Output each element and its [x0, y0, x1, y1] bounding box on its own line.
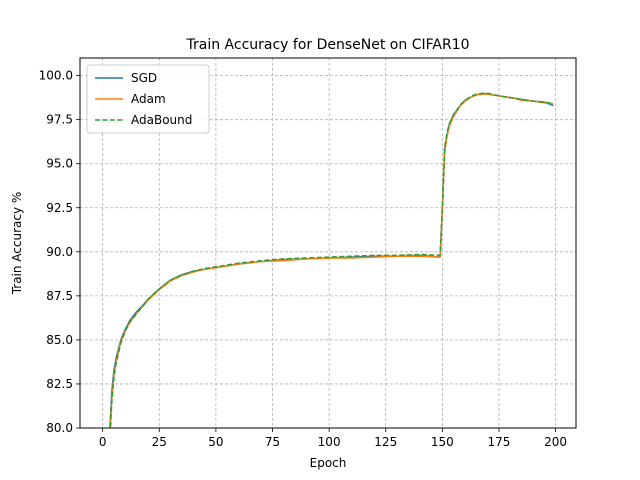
chart-title: Train Accuracy for DenseNet on CIFAR10 [186, 37, 470, 53]
y-tick-label: 82.5 [46, 377, 73, 391]
y-tick-label: 87.5 [46, 289, 73, 303]
legend-box [86, 64, 210, 134]
y-axis: 80.0 82.5 85.0 87.5 90.0 92.5 95.0 97.5 100.0 [39, 69, 80, 435]
x-tick-label: 25 [152, 435, 167, 449]
legend-label-sgd: SGD [131, 71, 157, 85]
x-axis: 0 25 50 75 100 125 150 175 200 [99, 428, 567, 449]
legend-label-adabound: AdaBound [131, 113, 192, 127]
x-tick-label: 50 [208, 435, 223, 449]
x-tick-label: 150 [431, 435, 454, 449]
y-tick-label: 85.0 [46, 333, 73, 347]
y-tick-label: 97.5 [46, 113, 73, 127]
x-tick-label: 100 [318, 435, 341, 449]
x-tick-label: 0 [99, 435, 107, 449]
y-tick-label: 100.0 [39, 69, 73, 83]
series-line-adam [109, 93, 554, 428]
plot-frame [79, 57, 577, 429]
x-tick-label: 200 [544, 435, 567, 449]
x-axis-label: Epoch [310, 456, 347, 470]
legend-label-adam: Adam [131, 92, 166, 106]
series-layer [109, 92, 554, 428]
legend: SGD Adam AdaBound [86, 64, 210, 134]
y-tick-label: 90.0 [46, 245, 73, 259]
series-line-adabound [109, 92, 554, 428]
y-tick-label: 92.5 [46, 201, 73, 215]
x-tick-label: 75 [265, 435, 280, 449]
x-tick-label: 175 [488, 435, 511, 449]
x-tick-label: 125 [374, 435, 397, 449]
y-axis-label: Train Accuracy % [10, 192, 24, 296]
y-tick-label: 80.0 [46, 421, 73, 435]
y-tick-label: 95.0 [46, 157, 73, 171]
